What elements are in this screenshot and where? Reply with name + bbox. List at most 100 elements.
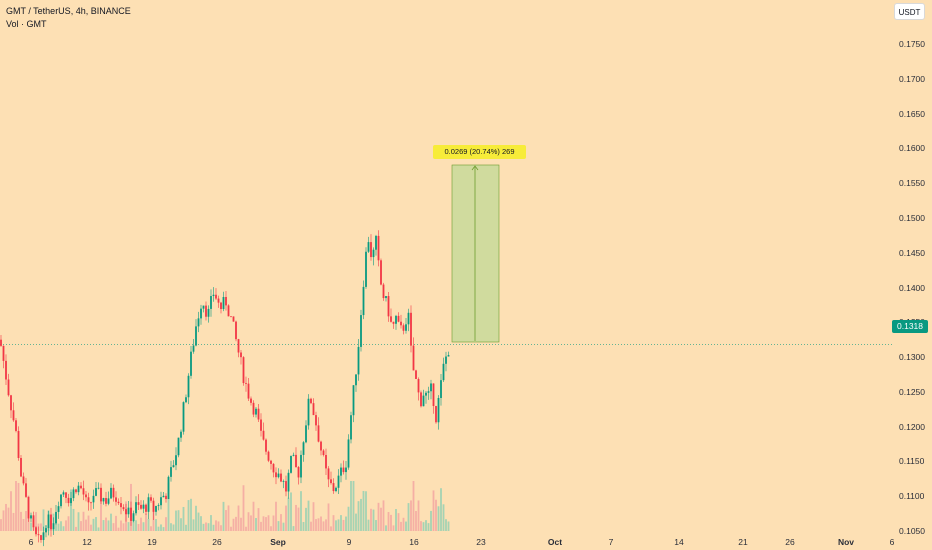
volume-bar	[337, 519, 340, 531]
candle-body	[227, 305, 230, 317]
candle-body	[307, 398, 310, 426]
candle-body	[80, 485, 82, 489]
volume-bar	[70, 489, 72, 531]
volume-bar	[347, 506, 350, 531]
candle-body	[230, 316, 232, 318]
volume-bar	[77, 512, 80, 531]
candle-body	[25, 483, 27, 497]
candle-body	[167, 476, 170, 500]
candle-body	[365, 251, 367, 287]
candle-body	[392, 321, 395, 324]
volume-bar	[195, 505, 197, 531]
candle-body	[430, 383, 432, 392]
volume-bar	[360, 498, 362, 531]
time-axis-label: Nov	[837, 537, 855, 547]
candle-body	[100, 487, 102, 502]
candle-body	[360, 315, 362, 347]
volume-bar	[87, 515, 90, 531]
volume-bar	[182, 506, 185, 531]
candle-body	[55, 511, 57, 524]
candle-body	[147, 497, 150, 512]
volume-bar	[250, 515, 252, 531]
candle-body	[212, 294, 215, 297]
candle-body	[257, 408, 260, 420]
candle-body	[407, 312, 410, 325]
volume-bar	[417, 500, 420, 531]
candle-body	[32, 515, 35, 528]
volume-bar	[317, 518, 320, 531]
volume-bar	[247, 512, 250, 531]
candle-body	[380, 260, 382, 285]
candle-body	[137, 502, 140, 505]
candle-body	[160, 497, 162, 506]
candle-body	[217, 298, 220, 303]
candle-body	[405, 324, 407, 331]
candle-body	[332, 483, 335, 492]
price-axis-label: 0.1700	[899, 73, 925, 84]
volume-indicator-label[interactable]: Vol · GMT	[6, 19, 47, 29]
volume-bars	[0, 481, 450, 531]
candle-body	[422, 395, 425, 407]
candle-body	[445, 356, 447, 364]
candle-body	[412, 345, 415, 371]
candle-body	[295, 454, 297, 468]
volume-bar	[105, 517, 107, 531]
candle-body	[60, 494, 62, 507]
volume-bar	[407, 503, 410, 531]
currency-button[interactable]: USDT	[894, 3, 925, 20]
volume-bar	[15, 481, 17, 531]
volume-bar	[225, 510, 227, 531]
volume-bar	[82, 511, 85, 531]
candle-body	[290, 455, 292, 473]
measure-range-box[interactable]	[451, 164, 500, 343]
candle-body	[140, 504, 142, 509]
candle-body	[2, 345, 5, 361]
price-axis-label: 0.1450	[899, 247, 925, 258]
candle-body	[262, 430, 265, 440]
volume-bar	[295, 504, 297, 531]
volume-bar	[377, 502, 380, 531]
candle-body	[15, 420, 17, 431]
price-axis-label: 0.1650	[899, 108, 925, 119]
volume-bar	[370, 508, 372, 531]
volume-bar	[430, 510, 432, 531]
volume-bar	[335, 520, 337, 531]
volume-bar	[435, 499, 437, 531]
volume-bar	[147, 518, 150, 531]
volume-bar	[7, 507, 10, 531]
candle-body	[5, 360, 7, 380]
candle-body	[107, 498, 110, 504]
volume-bar	[310, 521, 312, 531]
symbol-title[interactable]: GMT / TetherUS, 4h, BINANCE	[6, 6, 131, 16]
price-axis-label: 0.1750	[899, 39, 925, 49]
volume-bar	[160, 524, 162, 531]
volume-bar	[402, 517, 405, 531]
candle-body	[292, 454, 295, 456]
volume-bar	[92, 518, 95, 531]
candle-body	[417, 378, 420, 393]
candle-body	[155, 506, 157, 512]
time-axis-label: 26	[785, 537, 795, 547]
volume-bar	[97, 527, 100, 531]
candle-body	[75, 489, 77, 493]
volume-bar	[60, 521, 62, 531]
volume-bar	[210, 515, 212, 531]
volume-bar	[10, 491, 12, 531]
price-axis-label: 0.1050	[899, 526, 925, 536]
time-axis-label: 16	[409, 537, 419, 547]
candle-body	[302, 442, 305, 455]
candle-body	[367, 242, 370, 252]
volume-bar	[425, 520, 427, 531]
volume-bar	[405, 521, 407, 531]
volume-bar	[352, 481, 355, 531]
volume-bar	[282, 522, 285, 531]
volume-bar	[12, 512, 15, 531]
volume-bar	[357, 501, 360, 531]
volume-bar	[442, 504, 445, 531]
price-axis-label: 0.1100	[899, 491, 925, 502]
candle-body	[142, 504, 145, 509]
volume-bar	[217, 521, 220, 531]
candle-body	[252, 402, 255, 415]
candle-body	[357, 346, 360, 375]
